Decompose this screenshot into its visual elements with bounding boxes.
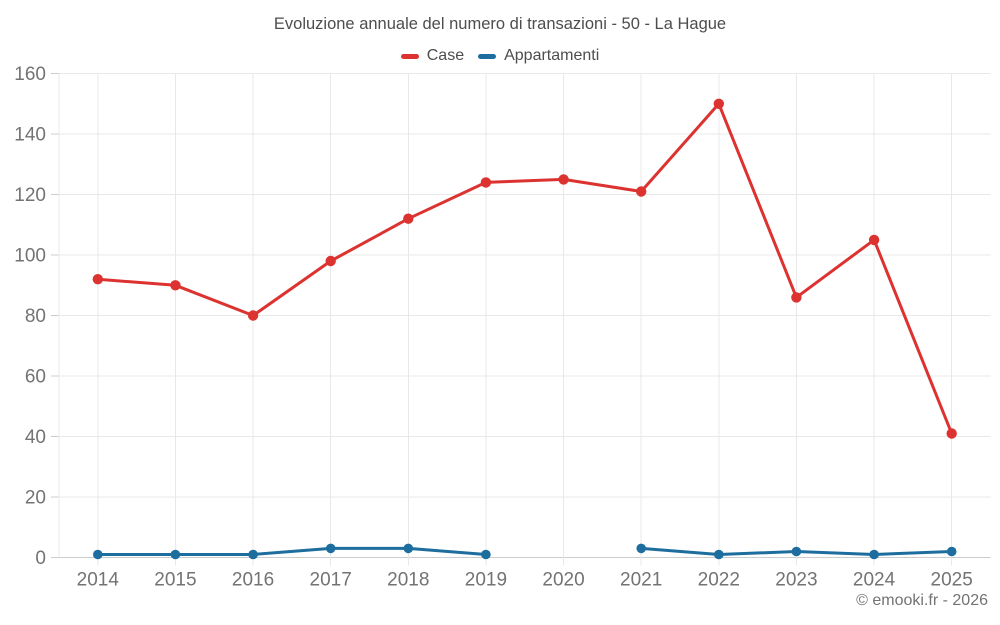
x-axis-label: 2015 [154,570,196,591]
data-point[interactable] [946,428,957,439]
data-point[interactable] [170,280,181,291]
data-point[interactable] [714,549,724,560]
legend-marker-icon [400,53,419,59]
data-point[interactable] [636,543,646,554]
series-appartamenti[interactable] [93,543,957,560]
x-axis-label: 2025 [931,570,973,591]
data-point[interactable] [946,546,957,557]
x-axis-label: 2024 [853,570,896,591]
data-point[interactable] [868,234,880,246]
y-axis-label: 0 [35,548,46,569]
x-axis-label: 2019 [465,570,507,591]
series-line [96,546,954,556]
chart-title: Evoluzione annuale del numero di transaz… [273,15,727,33]
copyright-footer: © emooki.fr - 2026 [856,592,988,609]
data-point[interactable] [480,177,492,188]
x-axis-label: 2016 [232,570,274,591]
data-point[interactable] [403,213,414,224]
data-point[interactable] [325,255,336,267]
y-axis-label: 80 [25,306,46,327]
legend-item-appartamenti[interactable]: Appartamenti [478,47,599,65]
x-axis-label: 2017 [310,570,352,591]
legend-marker-icon [478,53,497,59]
series-line [96,102,954,435]
x-axis-label: 2023 [775,570,817,591]
data-point[interactable] [558,174,569,185]
data-point[interactable] [791,292,802,303]
data-point[interactable] [403,543,414,554]
x-axis-label: 2014 [77,570,120,591]
data-point[interactable] [325,543,336,554]
y-axis-label: 140 [14,125,46,146]
data-point[interactable] [248,549,258,560]
y-axis-label: 160 [14,64,46,85]
y-axis-label: 40 [25,427,46,448]
y-axis-label: 60 [25,367,46,388]
data-point[interactable] [247,310,259,321]
data-point[interactable] [791,546,802,557]
x-axis-label: 2021 [620,570,662,591]
grid [51,73,991,566]
x-axis-label: 2022 [698,570,740,591]
data-point[interactable] [92,274,104,285]
y-axis-label: 100 [14,246,46,267]
legend-item-case[interactable]: Case [400,47,465,65]
y-axis-label: 20 [25,488,46,509]
legend-label: Case [426,47,465,64]
series-case[interactable] [92,98,957,439]
data-point[interactable] [869,549,879,560]
data-point[interactable] [481,549,491,560]
data-point[interactable] [636,186,647,197]
x-axis-label: 2018 [387,570,429,591]
x-axis-label: 2020 [542,570,584,591]
legend-label: Appartamenti [504,47,600,64]
data-point[interactable] [170,549,181,560]
data-point[interactable] [713,98,724,110]
y-axis-label: 120 [14,185,46,206]
legend: Case Appartamenti [0,44,1000,68]
data-point[interactable] [93,549,103,560]
